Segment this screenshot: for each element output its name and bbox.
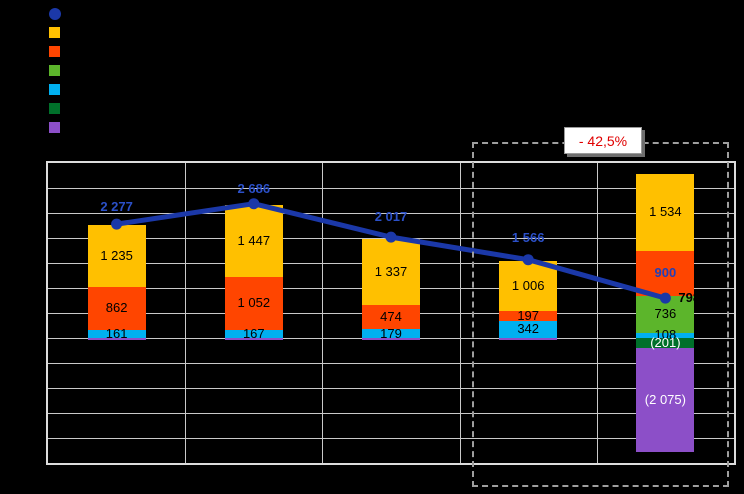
legend-marker-purple-series — [49, 122, 60, 133]
gridline-h — [48, 213, 734, 214]
bar-segment-cyan — [224, 329, 283, 338]
bar-segment-label: 161 — [105, 325, 128, 341]
plot-area — [46, 161, 736, 465]
line-point-marker — [385, 231, 397, 243]
legend-item-orangered-series — [49, 42, 68, 61]
bar-segment-label: (2 075) — [644, 391, 686, 407]
bar-segment-label: 474 — [380, 309, 402, 325]
bar-segment-label: 1 534 — [649, 204, 682, 220]
legend-marker-green-series — [49, 65, 60, 76]
bar-segment-label: 862 — [105, 300, 128, 316]
highlight-box — [472, 142, 729, 487]
bar-segment-purple — [87, 338, 146, 340]
bar-segment-darkgreen — [636, 338, 695, 349]
bar-segment-cyan — [87, 329, 146, 338]
bar-segment-label: 1 447 — [237, 232, 271, 248]
bar-segment-label: 1 337 — [374, 263, 408, 279]
bar-segment-purple — [362, 338, 420, 340]
gridline-v — [596, 163, 598, 463]
bar-segment-label: 900 — [654, 265, 677, 281]
gridline-v — [459, 163, 461, 463]
bar-segment-label: 179 — [380, 325, 402, 341]
bar-segment-purple — [499, 338, 558, 340]
gridline-h — [48, 413, 734, 414]
bar-segment-gold — [636, 174, 695, 251]
bar-segment-cyan — [499, 320, 558, 338]
bar-segment-label: 342 — [517, 321, 540, 337]
bar-segment-cyan — [636, 332, 695, 338]
line-value-label: 2 277 — [100, 199, 133, 215]
line-value-label: 2 686 — [237, 180, 271, 196]
gridline-v — [185, 163, 187, 463]
bar-segment-label: 1 052 — [237, 295, 271, 311]
bar-segment-label: 1 235 — [100, 247, 133, 263]
bar-segment-label: 1 006 — [511, 277, 545, 293]
line-value-label: 2 017 — [374, 209, 408, 225]
line-value-label: 1 566 — [511, 229, 545, 245]
line-point-marker — [248, 198, 260, 210]
bar-segment-purple — [224, 338, 283, 340]
legend-item-darkgreen-series — [49, 99, 68, 118]
legend-item-green-series — [49, 61, 68, 80]
bar-segment-orangered — [224, 277, 283, 330]
gridline-h — [48, 363, 734, 364]
bar-segment-orangered — [499, 311, 558, 321]
legend-marker-cyan-series — [49, 84, 60, 95]
legend-item-purple-series — [49, 118, 68, 137]
bar-segment-cyan — [362, 329, 420, 338]
legend-marker-total-line — [49, 7, 61, 20]
annotation-text: - 42,5% — [578, 132, 628, 149]
line-value-label: 798 — [678, 290, 701, 306]
bar-segment-gold — [362, 238, 420, 306]
legend — [49, 4, 68, 137]
legend-item-gold-series — [49, 23, 68, 42]
bar-segment-label: (201) — [650, 335, 681, 351]
bar-segment-label: 736 — [654, 306, 677, 322]
legend-item-cyan-series — [49, 80, 68, 99]
bar-segment-gold — [87, 225, 146, 287]
bar-segment-label: 197 — [517, 307, 540, 323]
legend-marker-orangered-series — [49, 46, 60, 57]
bar-segment-orangered — [87, 286, 146, 330]
legend-item-total-line — [49, 4, 68, 23]
gridline-h — [48, 438, 734, 439]
gridline-h — [48, 188, 734, 189]
bar-segment-label: 167 — [242, 325, 265, 341]
annotation-badge: - 42,5% — [564, 127, 642, 154]
gridline-v — [322, 163, 324, 463]
bar-segment-gold — [224, 204, 283, 278]
legend-marker-gold-series — [49, 27, 60, 38]
bar-segment-gold — [499, 260, 558, 312]
legend-marker-darkgreen-series — [49, 103, 60, 114]
bar-segment-label: 108 — [654, 327, 677, 343]
line-point-marker — [522, 254, 534, 266]
bar-segment-orangered — [362, 305, 420, 330]
bar-segment-orangered — [636, 250, 695, 296]
bar-segment-purple — [636, 348, 695, 452]
gridline-h — [48, 388, 734, 389]
line-point-marker — [111, 218, 123, 230]
line-point-marker — [659, 292, 671, 304]
